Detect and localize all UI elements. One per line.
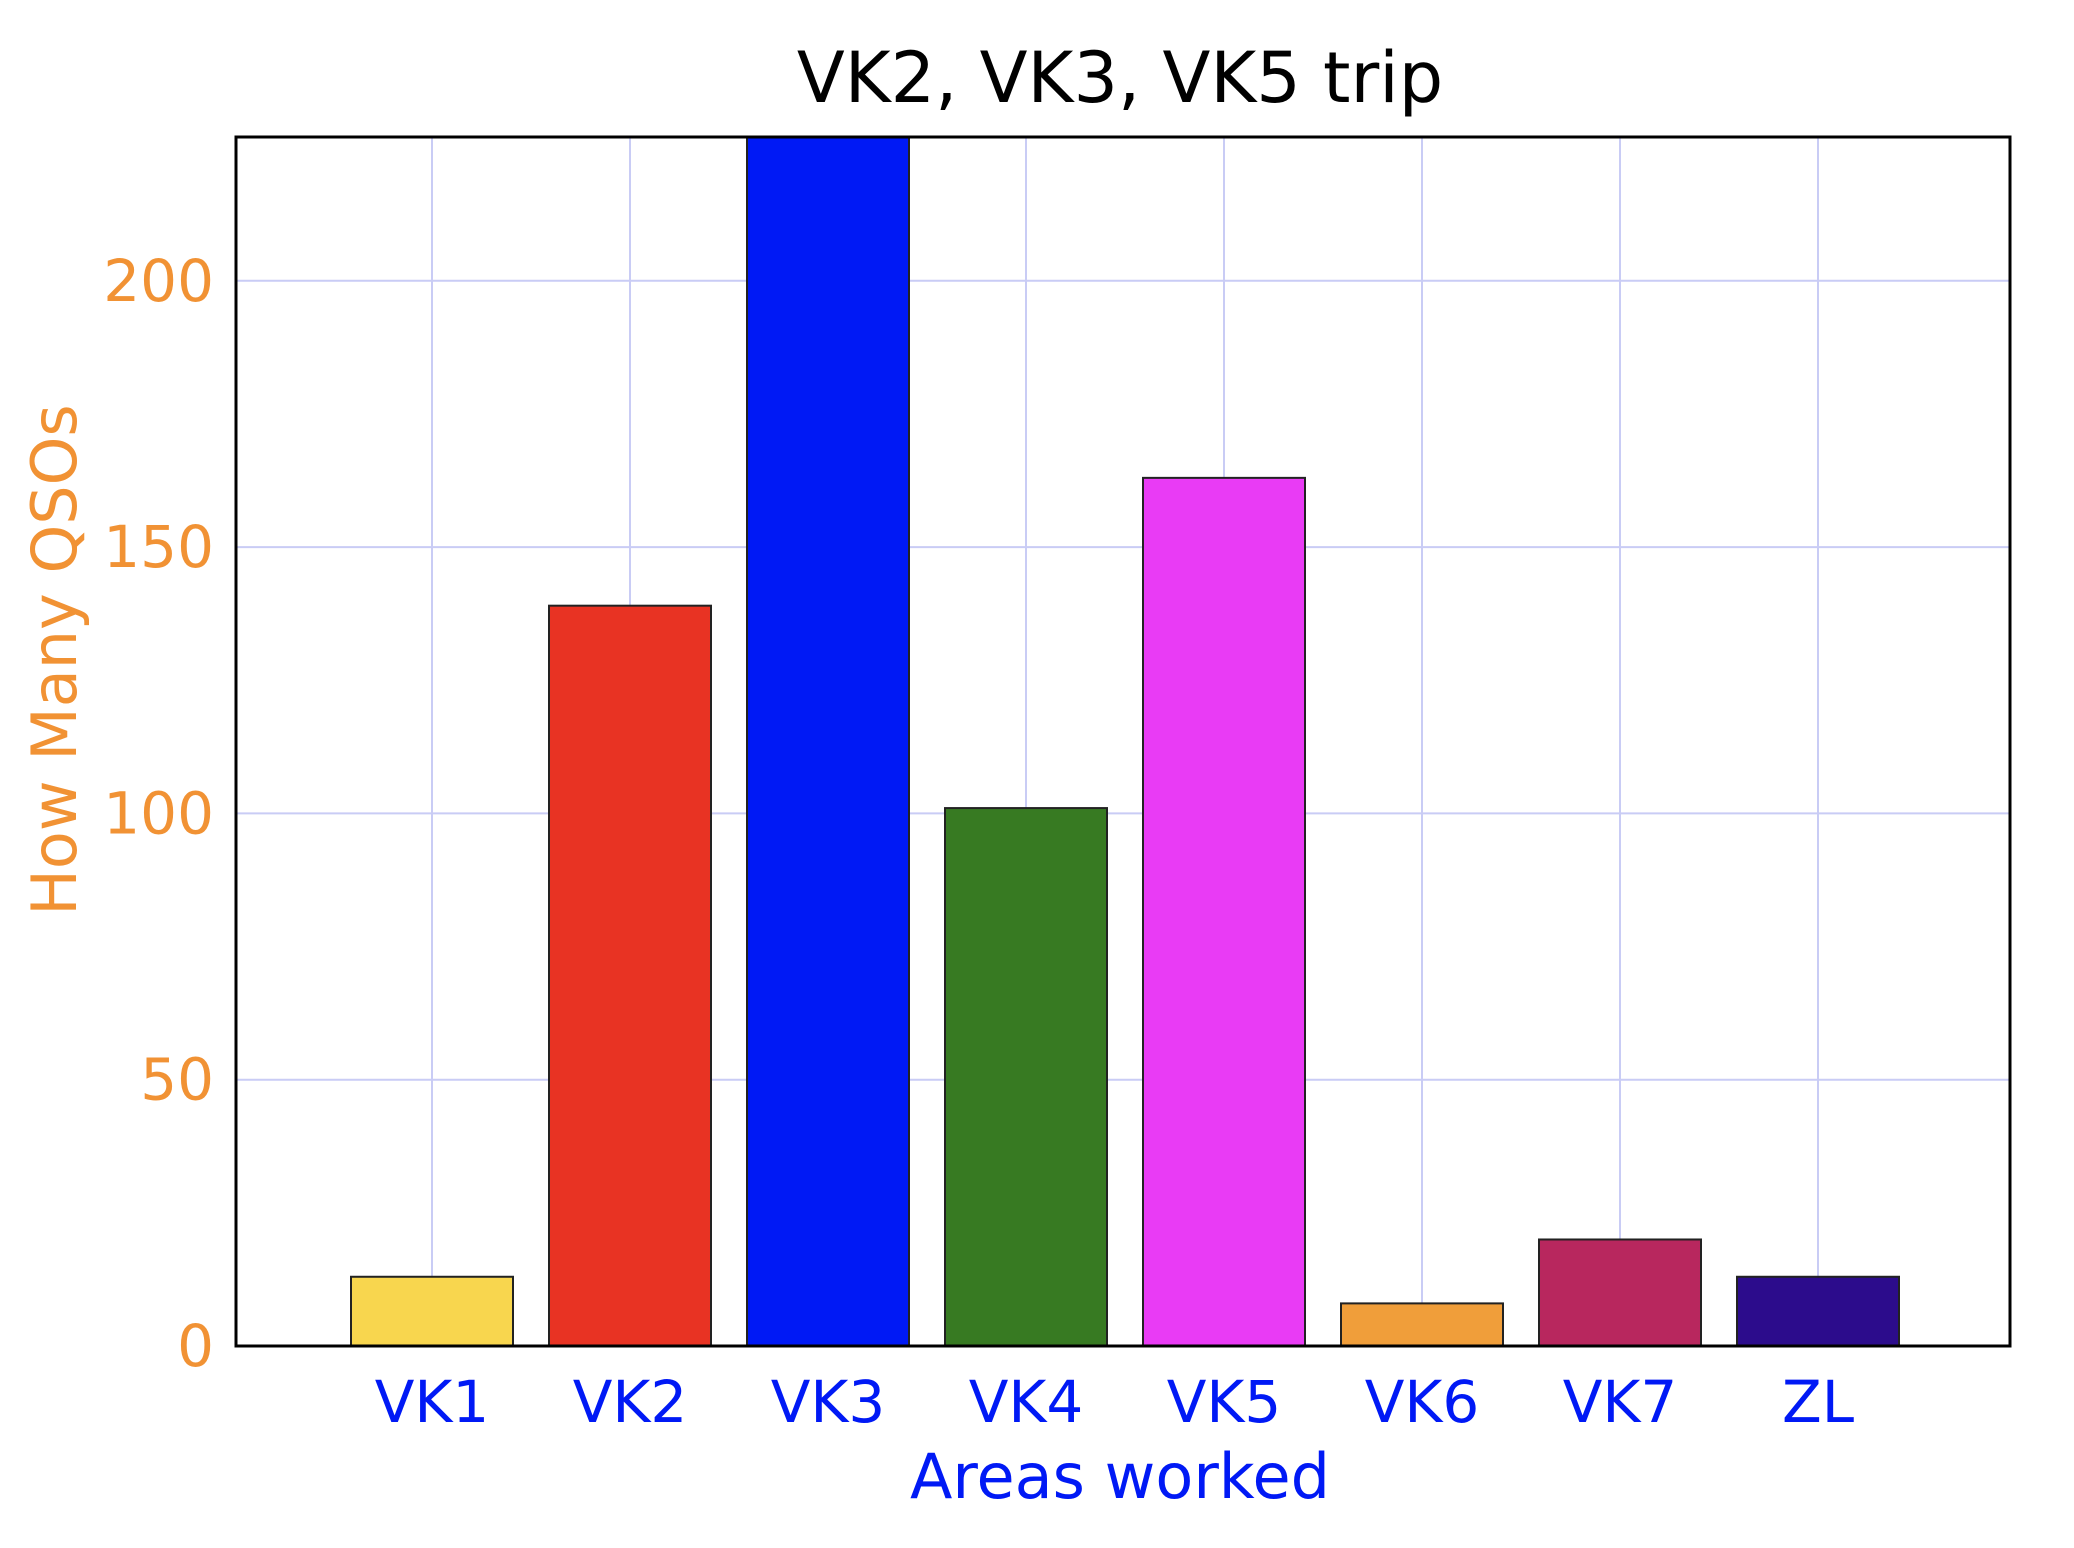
y-tick-label: 50: [140, 1046, 214, 1114]
bars: [350, 136, 1900, 1348]
bar-vk2: [548, 604, 712, 1347]
bar-zl: [1736, 1275, 1900, 1347]
plot-area-border: [234, 135, 2012, 1348]
grid-lines: [236, 137, 2010, 1346]
x-axis-ticks: VK1 VK2 VK3 VK4 VK5 VK6 VK7 ZL: [375, 1368, 1854, 1436]
y-axis-label: How Many QSOs: [18, 404, 91, 915]
x-tick-label-vk2: VK2: [573, 1368, 688, 1436]
x-tick-label-vk6: VK6: [1365, 1368, 1480, 1436]
bar-vk1: [350, 1275, 514, 1347]
bar-vk7: [1538, 1238, 1702, 1348]
chart-title: VK2, VK3, VK5 trip: [797, 37, 1443, 119]
x-tick-label-vk5: VK5: [1167, 1368, 1282, 1436]
bar-vk6: [1340, 1302, 1504, 1348]
y-tick-label: 150: [103, 513, 214, 581]
x-tick-label-vk7: VK7: [1563, 1368, 1678, 1436]
bar-vk4: [944, 807, 1108, 1347]
y-tick-label: 0: [177, 1312, 214, 1380]
y-tick-label: 200: [103, 247, 214, 315]
x-tick-label-vk3: VK3: [771, 1368, 886, 1436]
bar-vk3: [746, 136, 910, 1347]
x-tick-label-vk4: VK4: [969, 1368, 1084, 1436]
x-axis-label: Areas worked: [910, 1440, 1330, 1513]
x-tick-label-zl: ZL: [1782, 1368, 1854, 1436]
y-tick-label: 100: [103, 779, 214, 847]
y-axis-ticks: 0 50 100 150 200: [103, 247, 214, 1380]
bar-vk5: [1142, 476, 1306, 1347]
x-tick-label-vk1: VK1: [375, 1368, 490, 1436]
